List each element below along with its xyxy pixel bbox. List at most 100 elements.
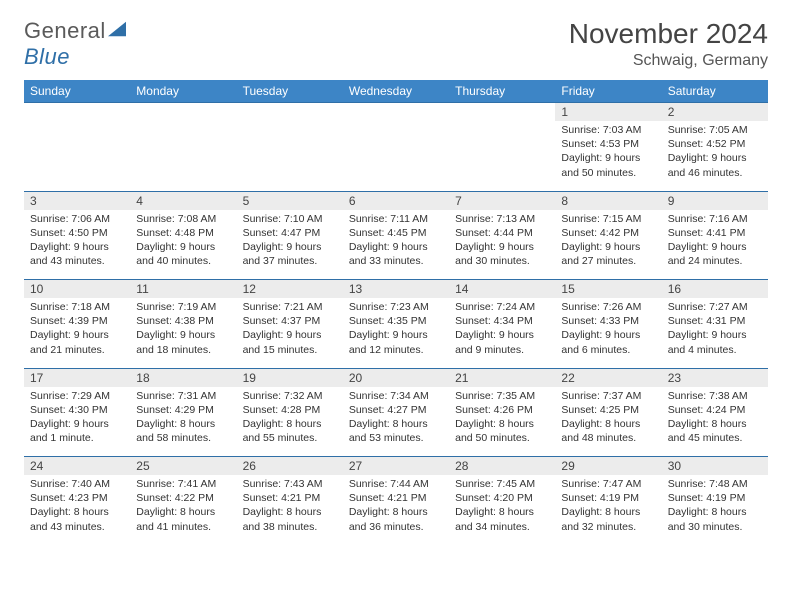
sunrise-text: Sunrise: 7:06 AM bbox=[30, 212, 124, 226]
day-detail-cell: Sunrise: 7:05 AMSunset: 4:52 PMDaylight:… bbox=[662, 121, 768, 191]
day-detail-cell: Sunrise: 7:19 AMSunset: 4:38 PMDaylight:… bbox=[130, 298, 236, 368]
sunset-text: Sunset: 4:31 PM bbox=[668, 314, 762, 328]
day-number-cell: 28 bbox=[449, 457, 555, 476]
sunrise-text: Sunrise: 7:19 AM bbox=[136, 300, 230, 314]
day-number-cell: 9 bbox=[662, 191, 768, 210]
sunset-text: Sunset: 4:39 PM bbox=[30, 314, 124, 328]
day-detail-cell: Sunrise: 7:48 AMSunset: 4:19 PMDaylight:… bbox=[662, 475, 768, 545]
daylight-text: Daylight: 8 hours and 48 minutes. bbox=[561, 417, 655, 445]
sunset-text: Sunset: 4:25 PM bbox=[561, 403, 655, 417]
location: Schwaig, Germany bbox=[569, 52, 768, 70]
logo-word2: Blue bbox=[24, 44, 70, 69]
daylight-text: Daylight: 8 hours and 55 minutes. bbox=[243, 417, 337, 445]
sunset-text: Sunset: 4:20 PM bbox=[455, 491, 549, 505]
daylight-text: Daylight: 9 hours and 43 minutes. bbox=[30, 240, 124, 268]
calendar-body: 12 Sunrise: 7:03 AMSunset: 4:53 PMDaylig… bbox=[24, 103, 768, 546]
sunrise-text: Sunrise: 7:03 AM bbox=[561, 123, 655, 137]
sunset-text: Sunset: 4:42 PM bbox=[561, 226, 655, 240]
day-detail-cell: Sunrise: 7:21 AMSunset: 4:37 PMDaylight:… bbox=[237, 298, 343, 368]
sunrise-text: Sunrise: 7:23 AM bbox=[349, 300, 443, 314]
day-number-cell: 19 bbox=[237, 368, 343, 387]
daylight-text: Daylight: 9 hours and 40 minutes. bbox=[136, 240, 230, 268]
sunset-text: Sunset: 4:24 PM bbox=[668, 403, 762, 417]
day-number-cell: 29 bbox=[555, 457, 661, 476]
daylight-text: Daylight: 8 hours and 30 minutes. bbox=[668, 505, 762, 533]
day-detail-row: Sunrise: 7:40 AMSunset: 4:23 PM Daylight:… bbox=[24, 475, 768, 545]
sunrise-text: Sunrise: 7:08 AM bbox=[136, 212, 230, 226]
day-number-cell: 4 bbox=[130, 191, 236, 210]
day-number-row: 10111213141516 bbox=[24, 280, 768, 299]
sunrise-text: Sunrise: 7:48 AM bbox=[668, 477, 762, 491]
day-detail-cell: Sunrise: 7:18 AMSunset: 4:39 PMDaylight:… bbox=[24, 298, 130, 368]
day-number-cell: 27 bbox=[343, 457, 449, 476]
day-number-cell: 26 bbox=[237, 457, 343, 476]
day-detail-cell: Sunrise: 7:11 AMSunset: 4:45 PMDaylight:… bbox=[343, 210, 449, 280]
day-detail-cell: Sunrise: 7:03 AMSunset: 4:53 PMDaylight:… bbox=[555, 121, 661, 191]
day-detail-cell: Sunrise: 7:35 AMSunset: 4:26 PMDaylight:… bbox=[449, 387, 555, 457]
sunrise-text: Sunrise: 7:15 AM bbox=[561, 212, 655, 226]
sunrise-text: Sunrise: 7:40 AM bbox=[30, 477, 124, 491]
sunrise-text: Sunrise: 7:27 AM bbox=[668, 300, 762, 314]
daylight-text: Daylight: 9 hours and 6 minutes. bbox=[561, 328, 655, 356]
sunrise-text: Sunrise: 7:35 AM bbox=[455, 389, 549, 403]
sunset-text: Sunset: 4:45 PM bbox=[349, 226, 443, 240]
day-number-cell: 17 bbox=[24, 368, 130, 387]
sunset-text: Sunset: 4:27 PM bbox=[349, 403, 443, 417]
sunset-text: Sunset: 4:21 PM bbox=[349, 491, 443, 505]
daylight-text: Daylight: 9 hours and 15 minutes. bbox=[243, 328, 337, 356]
daylight-text: Daylight: 9 hours and 1 minute. bbox=[30, 417, 124, 445]
day-number-cell: 6 bbox=[343, 191, 449, 210]
day-header: Sunday bbox=[24, 80, 130, 103]
daylight-text: Daylight: 9 hours and 37 minutes. bbox=[243, 240, 337, 268]
day-detail-cell: Sunrise: 7:43 AMSunset: 4:21 PMDaylight:… bbox=[237, 475, 343, 545]
logo-word1: General bbox=[24, 18, 106, 43]
daylight-text: Daylight: 8 hours and 41 minutes. bbox=[136, 505, 230, 533]
title-block: November 2024 Schwaig, Germany bbox=[569, 18, 768, 70]
day-number-row: 17181920212223 bbox=[24, 368, 768, 387]
day-detail-cell bbox=[130, 121, 236, 191]
daylight-text: Daylight: 9 hours and 9 minutes. bbox=[455, 328, 549, 356]
sunrise-text: Sunrise: 7:47 AM bbox=[561, 477, 655, 491]
sunset-text: Sunset: 4:28 PM bbox=[243, 403, 337, 417]
daylight-text: Daylight: 8 hours and 32 minutes. bbox=[561, 505, 655, 533]
daylight-text: Daylight: 9 hours and 18 minutes. bbox=[136, 328, 230, 356]
sunrise-text: Sunrise: 7:45 AM bbox=[455, 477, 549, 491]
day-number-cell: 5 bbox=[237, 191, 343, 210]
day-header: Monday bbox=[130, 80, 236, 103]
daylight-text: Daylight: 8 hours and 34 minutes. bbox=[455, 505, 549, 533]
day-number-cell: 14 bbox=[449, 280, 555, 299]
day-number-cell: 8 bbox=[555, 191, 661, 210]
daylight-text: Daylight: 8 hours and 36 minutes. bbox=[349, 505, 443, 533]
day-detail-cell: Sunrise: 7:31 AMSunset: 4:29 PMDaylight:… bbox=[130, 387, 236, 457]
sunset-text: Sunset: 4:23 PM bbox=[30, 491, 124, 505]
daylight-text: Daylight: 9 hours and 50 minutes. bbox=[561, 151, 655, 179]
sunrise-text: Sunrise: 7:34 AM bbox=[349, 389, 443, 403]
day-detail-cell: Sunrise: 7:44 AMSunset: 4:21 PMDaylight:… bbox=[343, 475, 449, 545]
day-number-row: 24252627282930 bbox=[24, 457, 768, 476]
sunset-text: Sunset: 4:19 PM bbox=[561, 491, 655, 505]
day-number-cell: 23 bbox=[662, 368, 768, 387]
sunrise-text: Sunrise: 7:21 AM bbox=[243, 300, 337, 314]
month-title: November 2024 bbox=[569, 18, 768, 50]
sunrise-text: Sunrise: 7:16 AM bbox=[668, 212, 762, 226]
day-detail-cell bbox=[24, 121, 130, 191]
day-number-cell: 20 bbox=[343, 368, 449, 387]
day-detail-cell: Sunrise: 7:41 AMSunset: 4:22 PMDaylight:… bbox=[130, 475, 236, 545]
calendar-page: General Blue November 2024 Schwaig, Germ… bbox=[0, 0, 792, 555]
day-number-cell bbox=[237, 103, 343, 122]
day-number-cell: 25 bbox=[130, 457, 236, 476]
day-number-cell: 10 bbox=[24, 280, 130, 299]
day-number-cell: 24 bbox=[24, 457, 130, 476]
day-number-cell: 12 bbox=[237, 280, 343, 299]
day-number-cell: 13 bbox=[343, 280, 449, 299]
sunrise-text: Sunrise: 7:29 AM bbox=[30, 389, 124, 403]
day-detail-cell: Sunrise: 7:08 AMSunset: 4:48 PMDaylight:… bbox=[130, 210, 236, 280]
daylight-text: Daylight: 9 hours and 12 minutes. bbox=[349, 328, 443, 356]
daylight-text: Daylight: 9 hours and 27 minutes. bbox=[561, 240, 655, 268]
day-number-row: 12 bbox=[24, 103, 768, 122]
sunset-text: Sunset: 4:52 PM bbox=[668, 137, 762, 151]
day-detail-row: Sunrise: 7:18 AMSunset: 4:39 PMDaylight:… bbox=[24, 298, 768, 368]
day-detail-cell bbox=[449, 121, 555, 191]
sunset-text: Sunset: 4:19 PM bbox=[668, 491, 762, 505]
day-detail-cell: Sunrise: 7:45 AMSunset: 4:20 PMDaylight:… bbox=[449, 475, 555, 545]
